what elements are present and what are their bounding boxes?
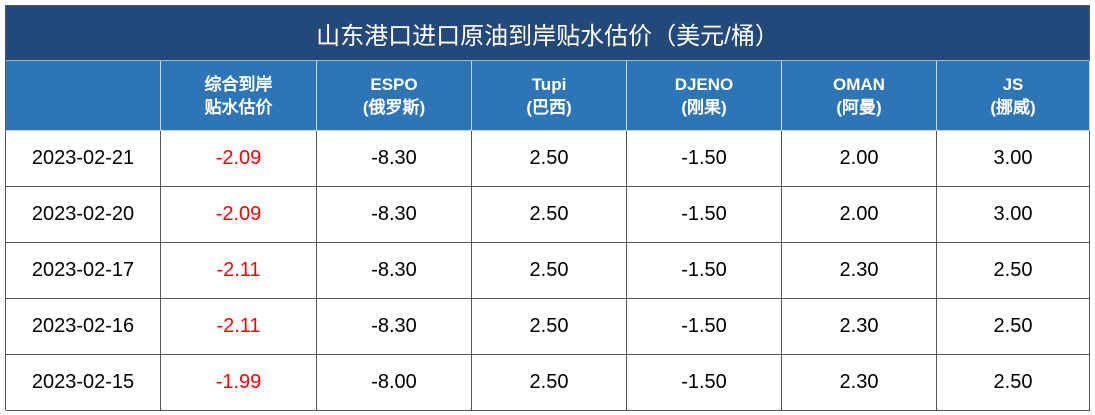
header-text: DJENO (674, 74, 734, 94)
value-cell: -8.00 (317, 355, 472, 411)
value-cell: 2.00 (782, 187, 937, 243)
header-cell: ESPO (俄罗斯) (317, 61, 472, 131)
value-cell: -2.11 (161, 243, 317, 299)
value-cell: -8.30 (317, 131, 472, 187)
value-cell: -2.11 (161, 299, 317, 355)
value-cell: -1.50 (627, 187, 782, 243)
header-cell: JS (挪威) (937, 61, 1090, 131)
value-cell: 2.50 (472, 187, 627, 243)
value-cell: -1.50 (627, 299, 782, 355)
value-cell: 2.50 (937, 299, 1090, 355)
header-text: 综合到岸 (204, 74, 273, 94)
date-cell: 2023-02-21 (6, 131, 161, 187)
value-cell: -2.09 (161, 187, 317, 243)
value-cell: 3.00 (937, 131, 1090, 187)
value-cell: 2.30 (782, 355, 937, 411)
value-cell: -2.09 (161, 131, 317, 187)
value-cell: 2.30 (782, 243, 937, 299)
header-text: JS (1002, 74, 1024, 94)
value-cell: 2.50 (472, 299, 627, 355)
table-title: 山东港口进口原油到岸贴水估价（美元/桶） (6, 6, 1089, 61)
value-cell: -1.50 (627, 131, 782, 187)
header-text: (巴西) (526, 97, 572, 117)
value-cell: -1.50 (627, 355, 782, 411)
date-cell: 2023-02-15 (6, 355, 161, 411)
header-text: (俄罗斯) (362, 97, 426, 117)
value-cell: 2.50 (937, 243, 1090, 299)
date-cell: 2023-02-16 (6, 299, 161, 355)
header-text: (刚果) (681, 97, 727, 117)
value-cell: -1.50 (627, 243, 782, 299)
table: 山东港口进口原油到岸贴水估价（美元/桶） 综合到岸贴水估价 ESPO (俄罗斯) Tu… (5, 5, 1090, 411)
header-cell: OMAN (阿曼) (782, 61, 937, 131)
value-cell: 2.50 (472, 355, 627, 411)
value-cell: 3.00 (937, 187, 1090, 243)
value-cell: 2.50 (937, 355, 1090, 411)
header-cell: DJENO (刚果) (627, 61, 782, 131)
value-cell: -8.30 (317, 243, 472, 299)
date-cell: 2023-02-20 (6, 187, 161, 243)
header-cell: 综合到岸 贴水估价 (161, 61, 317, 131)
header-text: 贴水估价 (204, 97, 273, 117)
value-cell: 2.00 (782, 131, 937, 187)
value-cell: -8.30 (317, 187, 472, 243)
value-cell: 2.50 (472, 243, 627, 299)
value-cell: -1.99 (161, 355, 317, 411)
header-text: OMAN (833, 74, 885, 94)
header-text: ESPO (370, 74, 418, 94)
date-cell: 2023-02-17 (6, 243, 161, 299)
header-text: (阿曼) (836, 97, 882, 117)
value-cell: 2.50 (472, 131, 627, 187)
header-cell: Tupi (巴西) (472, 61, 627, 131)
value-cell: -8.30 (317, 299, 472, 355)
header-cell (6, 61, 161, 131)
header-text: Tupi (531, 74, 567, 94)
header-text: (挪威) (990, 97, 1036, 117)
value-cell: 2.30 (782, 299, 937, 355)
